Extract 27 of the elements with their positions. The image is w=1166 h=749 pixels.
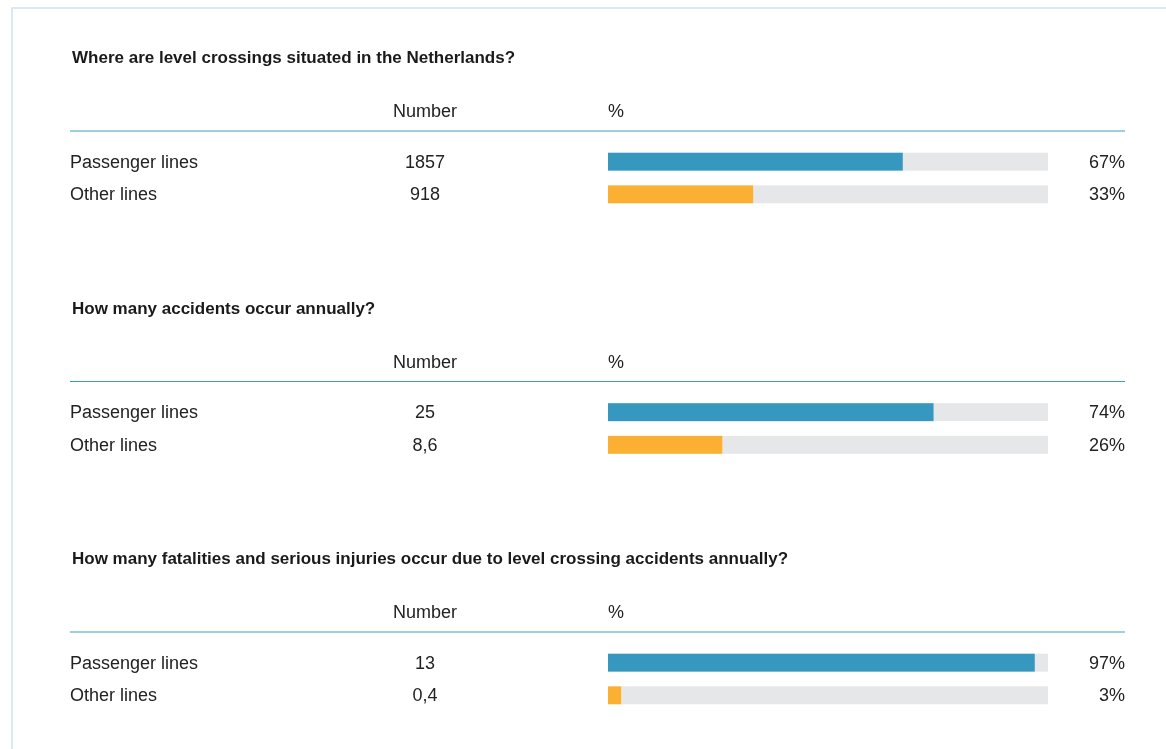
y-tick-label: Other lines — [70, 434, 158, 455]
text: 25 — [414, 402, 436, 423]
y-tick-label: Other lines — [70, 184, 158, 205]
text: 13 — [414, 652, 436, 673]
y-tick-label: Passenger lines — [70, 151, 199, 172]
data-label: 97% — [1088, 652, 1125, 673]
text: Where are level crossings situated in the Netherlands? — [72, 48, 516, 67]
text: Number — [392, 602, 458, 622]
data-label: 33% — [1088, 184, 1125, 205]
data-label: 3% — [1098, 685, 1125, 706]
y-tick-label: Passenger lines — [70, 652, 199, 673]
x-axis-title: % — [608, 602, 625, 622]
data-label: 26% — [1088, 434, 1125, 455]
text: How many fatalities and serious injuries occur due to level crossing accidents annually? — [72, 549, 789, 568]
text: How many accidents occur annually? — [72, 298, 376, 318]
data-label: 67% — [1088, 151, 1125, 172]
x-axis-title: % — [608, 351, 625, 372]
y-tick-label: Other lines — [70, 685, 158, 706]
text: 0,4 — [412, 685, 438, 706]
y-tick-label: Passenger lines — [70, 402, 199, 423]
x-axis-title: % — [608, 101, 625, 121]
text: 918 — [409, 184, 441, 205]
data-label: 74% — [1088, 402, 1125, 423]
text: 1857 — [404, 151, 446, 172]
text: Number — [392, 351, 458, 372]
text: 8,6 — [412, 434, 438, 455]
text: Number — [392, 101, 458, 121]
